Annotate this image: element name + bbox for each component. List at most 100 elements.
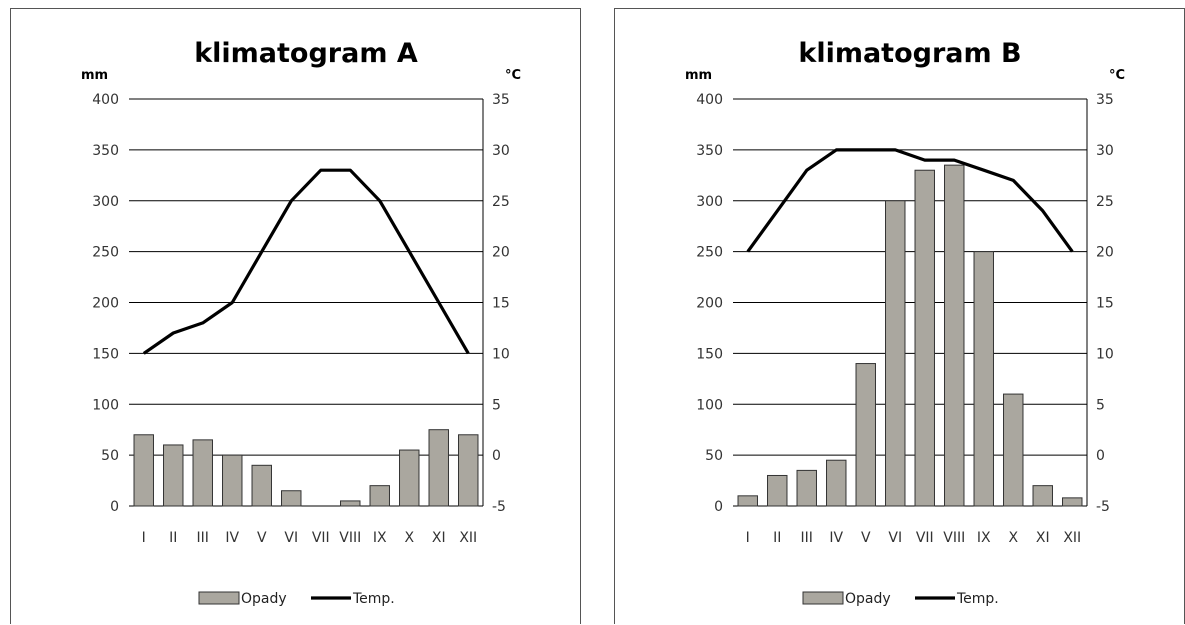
right-tick-label: 0 [1096, 448, 1105, 464]
category-label: II [169, 530, 177, 546]
chart-svg-a: klimatogram Amm °C40035030025020015010050… [81, 38, 521, 607]
bar-opady [944, 164, 965, 507]
category-label: VII [916, 530, 934, 546]
right-axis-label: °C [505, 68, 521, 83]
bar-opady [340, 500, 361, 507]
bar-opady [914, 169, 935, 507]
temp-line [142, 168, 470, 355]
category-label: XI [432, 530, 446, 546]
left-tick-label: 150 [696, 346, 723, 362]
bar-opady [458, 434, 479, 507]
right-tick-label: 15 [1096, 296, 1114, 312]
category-label: V [257, 530, 267, 546]
right-tick-label: 20 [492, 245, 510, 261]
left-tick-label: 200 [696, 296, 723, 312]
bar-opady [737, 495, 758, 507]
bar-opady [163, 444, 184, 507]
right-tick-label: -5 [1096, 499, 1110, 515]
category-label: IX [373, 530, 387, 546]
left-tick-label: 50 [705, 448, 723, 464]
category-label: X [404, 530, 414, 546]
legend-label-temp: Temp. [956, 591, 999, 607]
right-tick-label: 35 [492, 92, 510, 108]
category-label: XI [1036, 530, 1050, 546]
category-label: II [773, 530, 781, 546]
category-label: IV [829, 530, 843, 546]
legend-label-opady: Opady [241, 591, 287, 607]
right-tick-label: 10 [1096, 346, 1114, 362]
chart-title: klimatogram B [798, 38, 1021, 69]
category-label: VIII [339, 530, 361, 546]
category-label: VII [312, 530, 330, 546]
left-tick-label: 150 [92, 346, 119, 362]
left-tick-label: 200 [92, 296, 119, 312]
left-tick-label: 400 [696, 92, 723, 108]
category-label: VIII [943, 530, 965, 546]
bar-opady [133, 434, 154, 507]
right-tick-label: 15 [492, 296, 510, 312]
category-label: I [746, 530, 750, 546]
bar-opady [428, 429, 449, 507]
left-tick-label: 250 [696, 245, 723, 261]
category-label: III [801, 530, 813, 546]
legend-bar-swatch [802, 591, 844, 605]
bar-opady [1062, 497, 1083, 507]
chart-svg-b: klimatogram Bmm °C40035030025020015010050… [685, 38, 1125, 607]
left-tick-label: 0 [714, 499, 723, 515]
bar-opady [973, 251, 994, 507]
bar-opady [192, 439, 213, 507]
category-label: V [861, 530, 871, 546]
left-tick-label: 0 [110, 499, 119, 515]
bar-opady [1003, 393, 1024, 507]
bar-opady [281, 490, 302, 507]
category-label: VI [284, 530, 298, 546]
category-label: XII [459, 530, 477, 546]
category-label: XII [1063, 530, 1081, 546]
bar-opady [796, 469, 817, 507]
left-axis-label: mm [685, 68, 712, 83]
right-tick-label: 25 [492, 194, 510, 210]
bar-opady [399, 449, 420, 507]
right-tick-label: 5 [492, 397, 501, 413]
legend-label-opady: Opady [845, 591, 891, 607]
right-tick-label: 25 [1096, 194, 1114, 210]
right-axis-label: °C [1109, 68, 1125, 83]
bar-opady [369, 485, 390, 507]
chart-title: klimatogram A [194, 38, 418, 69]
bar-opady [855, 363, 876, 507]
left-tick-label: 400 [92, 92, 119, 108]
category-label: IV [225, 530, 239, 546]
left-tick-label: 350 [696, 143, 723, 159]
left-axis-label: mm [81, 68, 108, 83]
temp-line [746, 148, 1074, 253]
legend-bar-swatch [198, 591, 240, 605]
right-tick-label: 20 [1096, 245, 1114, 261]
right-tick-label: -5 [492, 499, 506, 515]
left-tick-label: 350 [92, 143, 119, 159]
bar-opady [826, 459, 847, 507]
category-label: III [197, 530, 209, 546]
right-tick-label: 30 [1096, 143, 1114, 159]
left-tick-label: 300 [92, 194, 119, 210]
left-tick-label: 50 [101, 448, 119, 464]
legend-label-temp: Temp. [352, 591, 395, 607]
left-tick-label: 300 [696, 194, 723, 210]
right-tick-label: 30 [492, 143, 510, 159]
right-tick-label: 35 [1096, 92, 1114, 108]
left-tick-label: 100 [696, 397, 723, 413]
left-tick-label: 250 [92, 245, 119, 261]
bar-opady [885, 200, 906, 507]
right-tick-label: 10 [492, 346, 510, 362]
category-label: VI [888, 530, 902, 546]
left-tick-label: 100 [92, 397, 119, 413]
right-tick-label: 0 [492, 448, 501, 464]
category-label: IX [977, 530, 991, 546]
bar-opady [767, 474, 788, 507]
category-label: X [1008, 530, 1018, 546]
bar-opady [1032, 485, 1053, 507]
bar-opady [222, 454, 243, 507]
bar-opady [251, 464, 272, 507]
category-label: I [142, 530, 146, 546]
